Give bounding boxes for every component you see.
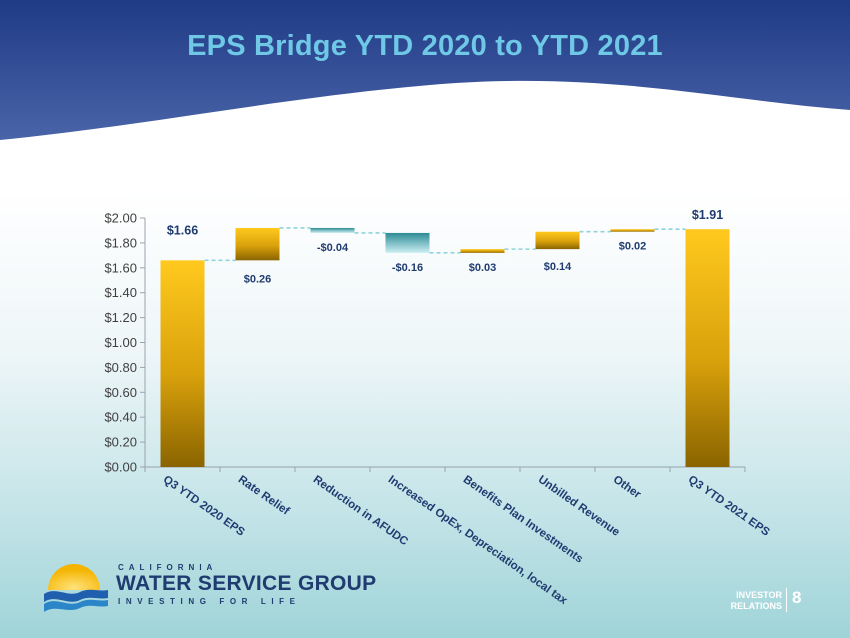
- footer-line-1: INVESTOR: [736, 590, 782, 600]
- bar-5: [535, 231, 580, 250]
- chart-data-labels: $1.66 $0.26 -$0.04 -$0.16 $0.03 $0.14 $0.02 $1.…: [167, 208, 723, 285]
- category-label-0: Q3 YTD 2020 EPS: [161, 474, 247, 539]
- y-tick-label: $0.80: [104, 360, 137, 375]
- y-tick-label: $1.20: [104, 310, 137, 325]
- category-label-4: Benefits Plan Investments: [461, 474, 585, 566]
- footer-line-2: RELATIONS: [730, 601, 782, 611]
- data-label-1: $0.26: [244, 273, 272, 285]
- category-label-5: Unbilled Revenue: [536, 474, 622, 539]
- y-tick-label: $1.40: [104, 285, 137, 300]
- data-label-2: -$0.04: [317, 242, 349, 254]
- logo-tagline: INVESTING FOR LIFE: [118, 597, 301, 606]
- data-label-5: $0.14: [544, 261, 572, 273]
- page-number: 8: [792, 588, 802, 607]
- y-tick-label: $0.00: [104, 460, 137, 475]
- bar-1: [235, 227, 280, 261]
- slide-title: EPS Bridge YTD 2020 to YTD 2021: [187, 30, 663, 62]
- bar-2: [310, 227, 355, 233]
- sun-over-water-icon: [44, 564, 108, 612]
- data-label-4: $0.03: [469, 262, 497, 274]
- bar-4: [460, 249, 505, 253]
- footer-divider: [786, 588, 787, 612]
- data-label-3: -$0.16: [392, 262, 423, 274]
- data-label-0: $1.66: [167, 223, 198, 237]
- category-label-7: Q3 YTD 2021 EPS: [686, 474, 772, 539]
- y-tick-label: $0.20: [104, 435, 137, 450]
- connector-lines: [204, 227, 686, 262]
- data-label-6: $0.02: [619, 241, 647, 253]
- bar-3: [385, 232, 430, 253]
- y-tick-label: $1.80: [104, 235, 137, 250]
- category-label-6: Other: [611, 474, 643, 502]
- y-tick-label: $1.00: [104, 335, 137, 350]
- chart-axes: $0.00 $0.20 $0.40 $0.60 $0.80 $1.00 $1.20 $1.40…: [104, 211, 746, 475]
- data-label-7: $1.91: [692, 208, 723, 222]
- investor-relations-footer: INVESTOR RELATIONS: [720, 590, 782, 612]
- logo-main-text: WATER SERVICE GROUP: [116, 572, 377, 595]
- header-banner: [0, 0, 850, 140]
- y-tick-label: $2.00: [104, 211, 137, 226]
- y-tick-label: $0.40: [104, 410, 137, 425]
- bar-6: [610, 229, 655, 232]
- y-tick-label: $0.60: [104, 385, 137, 400]
- logo-top-text: CALIFORNIA: [118, 563, 218, 572]
- bar-0: [160, 260, 205, 467]
- y-tick-label: $1.60: [104, 260, 137, 275]
- category-label-1: Rate Relief: [236, 474, 292, 518]
- bar-7: [685, 229, 730, 467]
- chart-bars: [160, 227, 730, 467]
